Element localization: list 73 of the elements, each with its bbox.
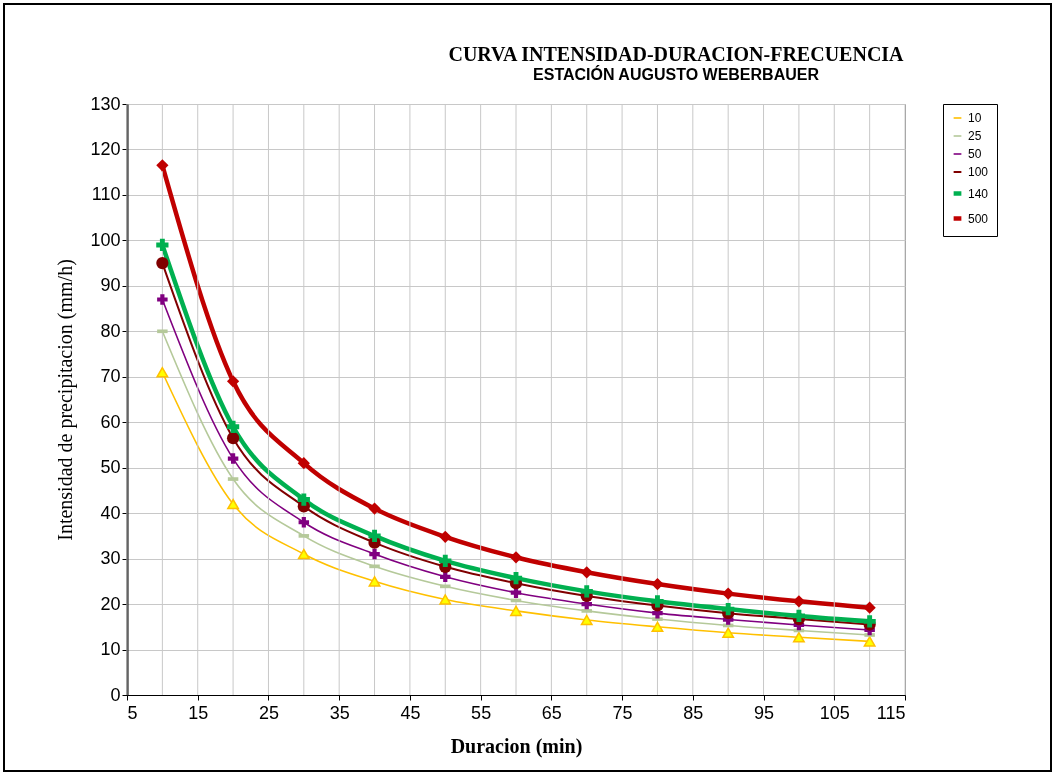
legend-label: 50 xyxy=(968,147,982,161)
y-tick-label: 120 xyxy=(90,138,121,159)
point xyxy=(297,548,310,560)
point xyxy=(651,595,664,608)
x-tick-label: 95 xyxy=(754,702,775,723)
point xyxy=(298,517,310,528)
y-axis-title: Intensidad de precipitacion (mm/h) xyxy=(54,259,78,541)
x-tick-label: 35 xyxy=(329,702,350,723)
x-tick-label: 85 xyxy=(683,702,704,723)
point xyxy=(863,636,876,647)
chart-title: CURVA INTENSIDAD-DURACION-FRECUENCIA xyxy=(448,43,905,65)
legend-label: 25 xyxy=(968,129,982,143)
chart-subtitle: ESTACIÓN AUGUSTO WEBERBAUER xyxy=(533,65,820,83)
x-tick-label: 115 xyxy=(876,702,906,723)
point xyxy=(651,577,664,591)
point xyxy=(510,605,522,617)
point xyxy=(156,238,169,252)
point xyxy=(368,576,381,587)
point xyxy=(651,621,664,633)
point xyxy=(226,420,240,433)
y-tick-label: 90 xyxy=(100,275,121,296)
point xyxy=(227,453,239,464)
legend-label: 100 xyxy=(968,165,989,179)
point xyxy=(156,257,169,270)
point xyxy=(226,432,240,445)
point xyxy=(297,457,310,470)
y-tick-label: 10 xyxy=(100,639,121,660)
point xyxy=(722,602,735,616)
point xyxy=(439,530,452,543)
point xyxy=(439,594,452,605)
y-tick-label: 40 xyxy=(100,502,121,523)
point xyxy=(792,595,806,608)
point xyxy=(156,159,169,172)
legend-label: 500 xyxy=(968,211,989,226)
point xyxy=(157,294,168,305)
point xyxy=(369,548,380,560)
point xyxy=(440,571,451,583)
y-tick-label: 130 xyxy=(90,93,121,114)
legend-label: 140 xyxy=(968,186,989,201)
y-tick-label: 0 xyxy=(110,684,121,705)
point xyxy=(580,585,593,598)
x-tick-label: 105 xyxy=(819,702,850,723)
point xyxy=(580,566,593,579)
x-tick-label: 65 xyxy=(541,702,562,723)
point xyxy=(722,587,735,600)
legend-label: 10 xyxy=(968,111,982,125)
x-tick-label: 15 xyxy=(188,702,209,723)
x-axis-title: Duracion (min) xyxy=(450,734,583,758)
point xyxy=(792,631,805,643)
y-tick-label: 30 xyxy=(100,548,121,569)
point xyxy=(439,554,452,568)
point xyxy=(509,572,523,585)
y-tick-label: 50 xyxy=(100,457,121,478)
x-tick-label: 25 xyxy=(258,702,279,723)
x-tick-label: 45 xyxy=(400,702,421,723)
x-tick-label: 75 xyxy=(612,702,633,723)
point xyxy=(156,366,169,378)
y-tick-label: 70 xyxy=(100,366,121,387)
x-tick-label: 5 xyxy=(127,702,138,723)
point xyxy=(509,551,523,564)
x-tick-label: 55 xyxy=(471,702,492,723)
point xyxy=(722,627,735,639)
y-tick-label: 60 xyxy=(100,411,121,432)
point xyxy=(580,614,593,626)
y-tick-label: 100 xyxy=(90,229,121,250)
point xyxy=(227,498,240,510)
point xyxy=(226,375,240,388)
y-tick-label: 80 xyxy=(100,320,121,341)
y-tick-label: 20 xyxy=(100,593,121,614)
point xyxy=(368,502,381,515)
point xyxy=(297,493,310,506)
point xyxy=(368,529,381,543)
y-tick-label: 110 xyxy=(91,184,121,205)
